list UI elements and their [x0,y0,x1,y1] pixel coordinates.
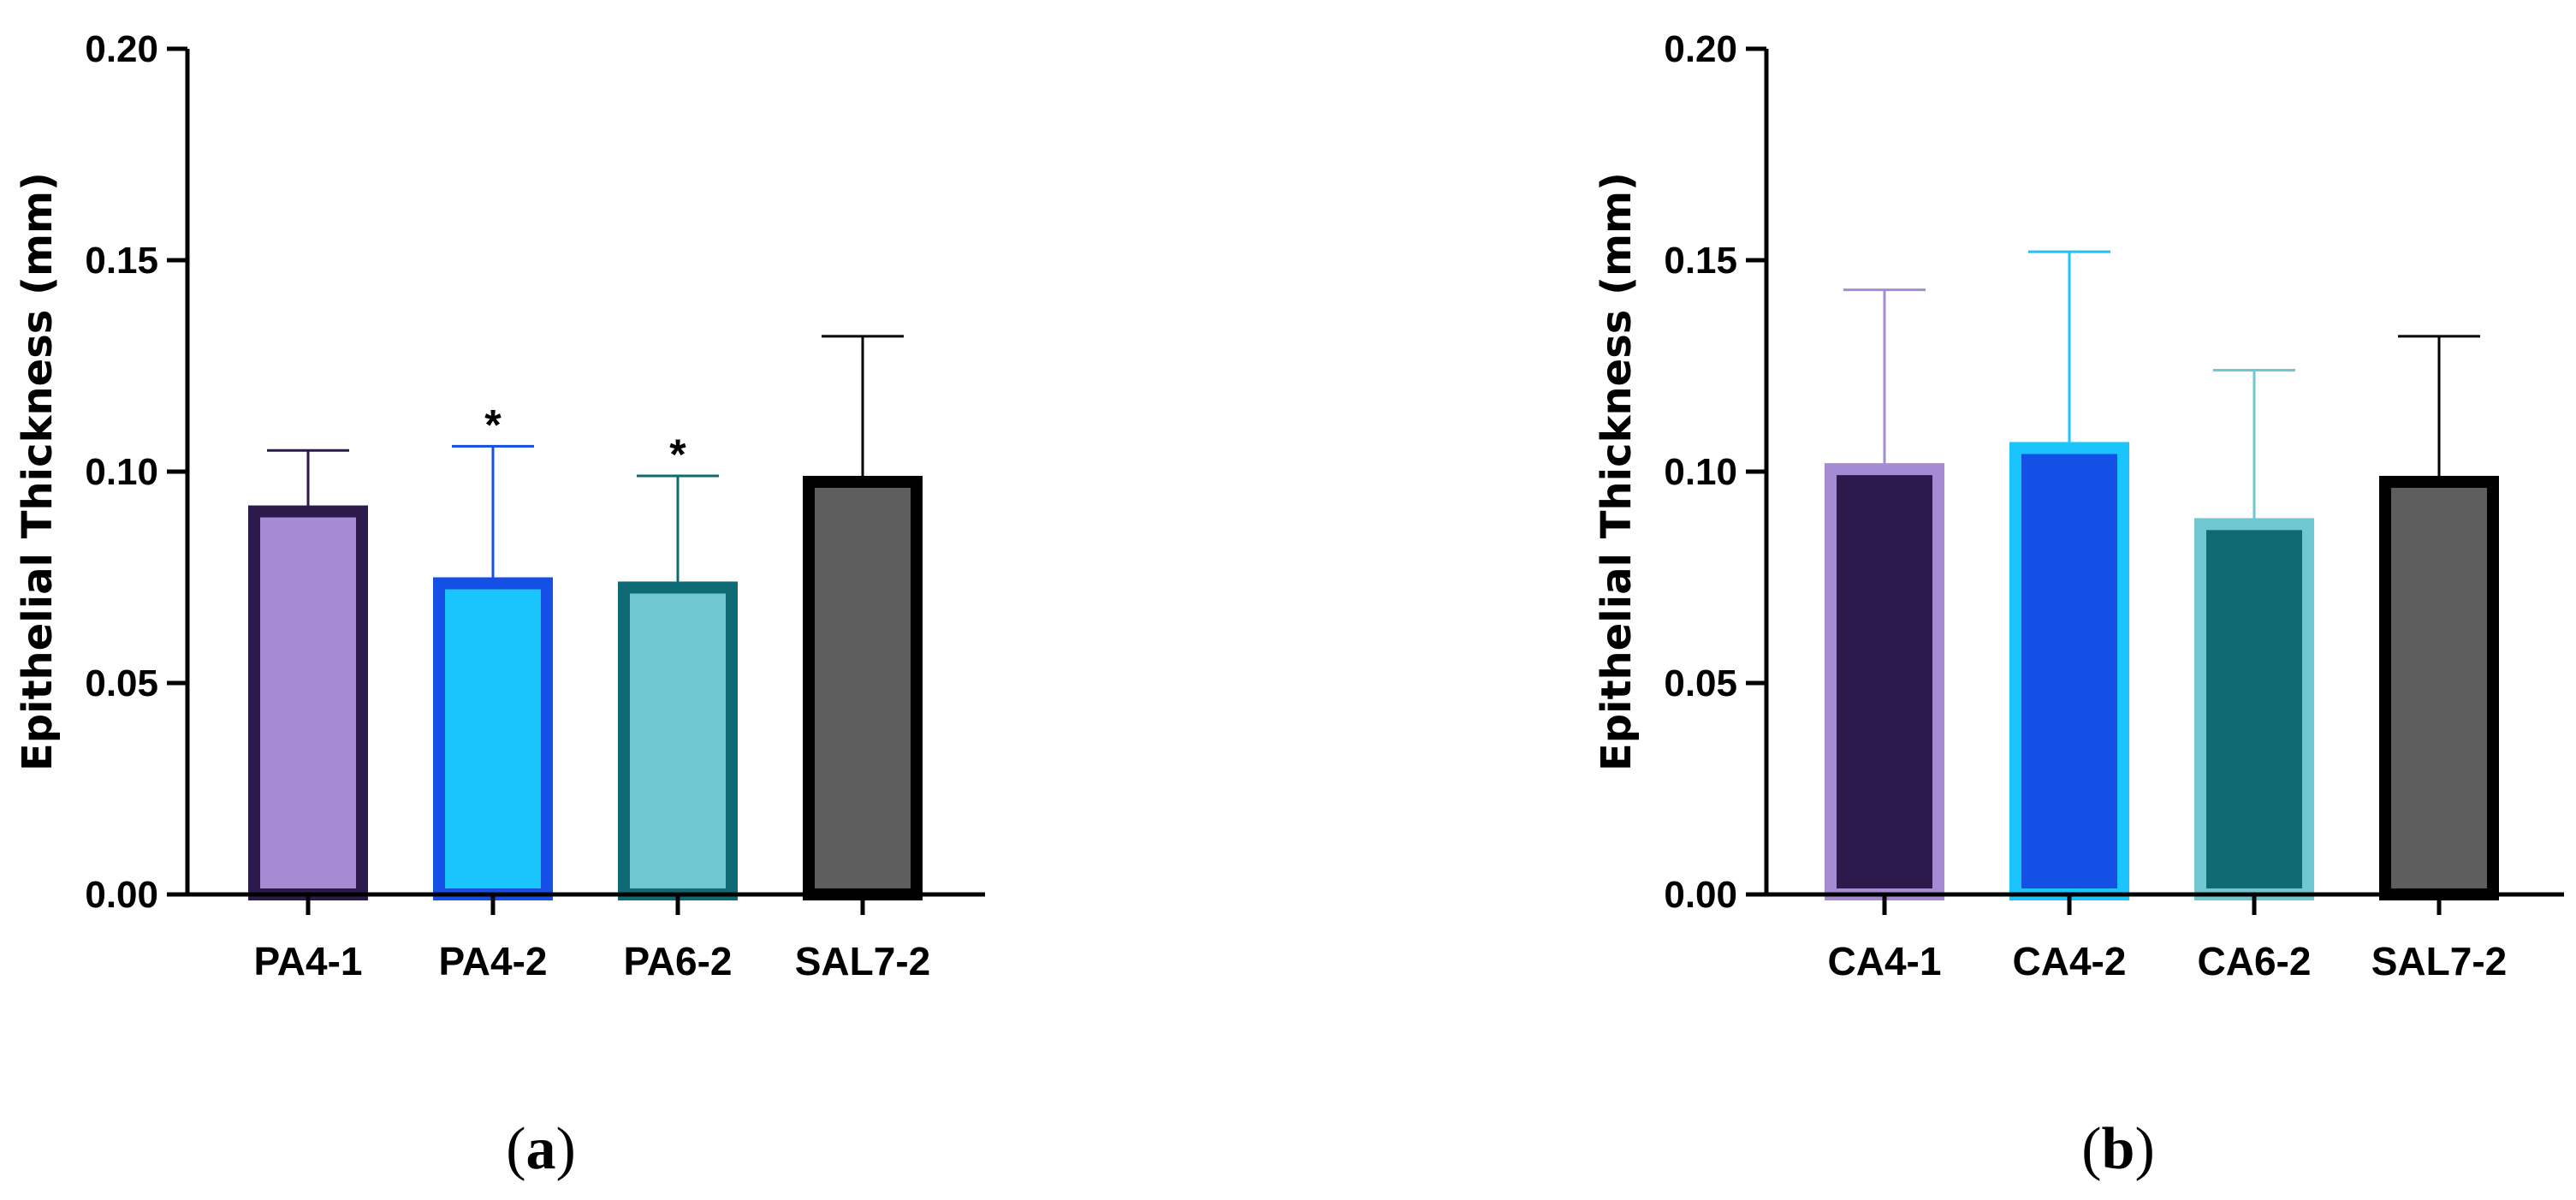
x-tick-label-PA4-2: PA4-2 [439,939,548,983]
significance-marker-PA6-2: * [669,431,686,478]
y-tick-label-0.00: 0.00 [1664,874,1737,916]
x-tick-label-CA4-1: CA4-1 [1828,939,1942,983]
x-tick-label-CA4-2: CA4-2 [2013,939,2127,983]
significance-marker-PA4-2: * [484,401,502,449]
y-axis-label: Epithelial Thickness (mm) [1593,172,1641,771]
bar-PA6-2 [618,581,738,900]
y-axis-label: Epithelial Thickness (mm) [14,172,62,771]
y-tick-label-0.00: 0.00 [85,874,158,916]
x-tick-label-PA6-2: PA6-2 [624,939,733,983]
bar-SAL7-2 [803,475,923,900]
panel-label-a: (a) [506,1116,576,1182]
y-tick-label-0.10: 0.10 [1664,451,1737,493]
x-tick-label-SAL7-2: SAL7-2 [2371,939,2507,983]
chart-panel-b: CA4-1 CA4-2 CA6-2 SAL7-2 0.00 0.05 0.10 0.15 0.2… [1593,28,2564,1182]
y-tick-label-0.10: 0.10 [85,451,158,493]
y-tick-label-0.05: 0.05 [1664,662,1737,704]
y-tick-label-0.15: 0.15 [1664,240,1737,282]
y-tick-label-0.20: 0.20 [85,28,158,70]
x-tick-label-SAL7-2: SAL7-2 [795,939,930,983]
bar-PA4-1 [248,505,368,901]
bar-PA4-2 [433,577,553,900]
y-tick-label-0.15: 0.15 [85,240,158,282]
bar-SAL7-2 [2379,475,2499,900]
bar-CA4-2 [2009,442,2129,900]
chart-panel-a: PA4-1 * PA4-2 * PA6-2 SAL7-2 0.00 0.05 0.10 0.15 0… [14,28,985,1182]
y-tick-label-0.05: 0.05 [85,662,158,704]
bar-CA4-1 [1825,463,1944,900]
x-tick-label-PA4-1: PA4-1 [254,939,363,983]
panel-label-b: (b) [2081,1116,2155,1182]
y-tick-label-0.20: 0.20 [1664,28,1737,70]
bar-CA6-2 [2194,518,2314,901]
x-tick-label-CA6-2: CA6-2 [2198,939,2312,983]
